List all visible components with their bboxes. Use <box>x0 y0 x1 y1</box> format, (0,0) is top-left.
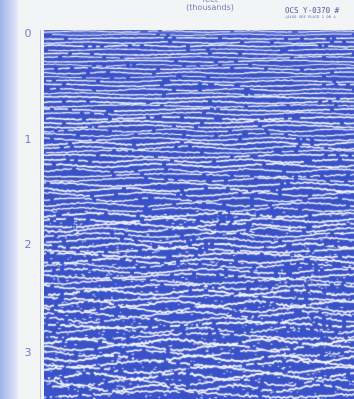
plate-label: OCS Y-0370 # (ALSO SEE PLATE 2 OR 4 <box>285 6 354 20</box>
tick-label-0: 0 <box>18 28 38 39</box>
units-subtitle: (thousands) <box>186 3 234 12</box>
plate-id: OCS Y-0370 # <box>285 6 340 15</box>
depth-axis-line <box>40 30 41 399</box>
plate-reference: (ALSO SEE PLATE 2 OR 4 <box>285 15 336 19</box>
horizontal-units-caption: feet (thousands) <box>140 0 280 12</box>
seismic-profile-image <box>44 30 354 399</box>
tick-label-3: 3 <box>18 347 38 358</box>
units-label: feet <box>140 0 280 4</box>
left-margin-strip <box>0 0 18 399</box>
tick-label-2: 2 <box>18 239 38 250</box>
tick-label-1: 1 <box>18 134 38 145</box>
